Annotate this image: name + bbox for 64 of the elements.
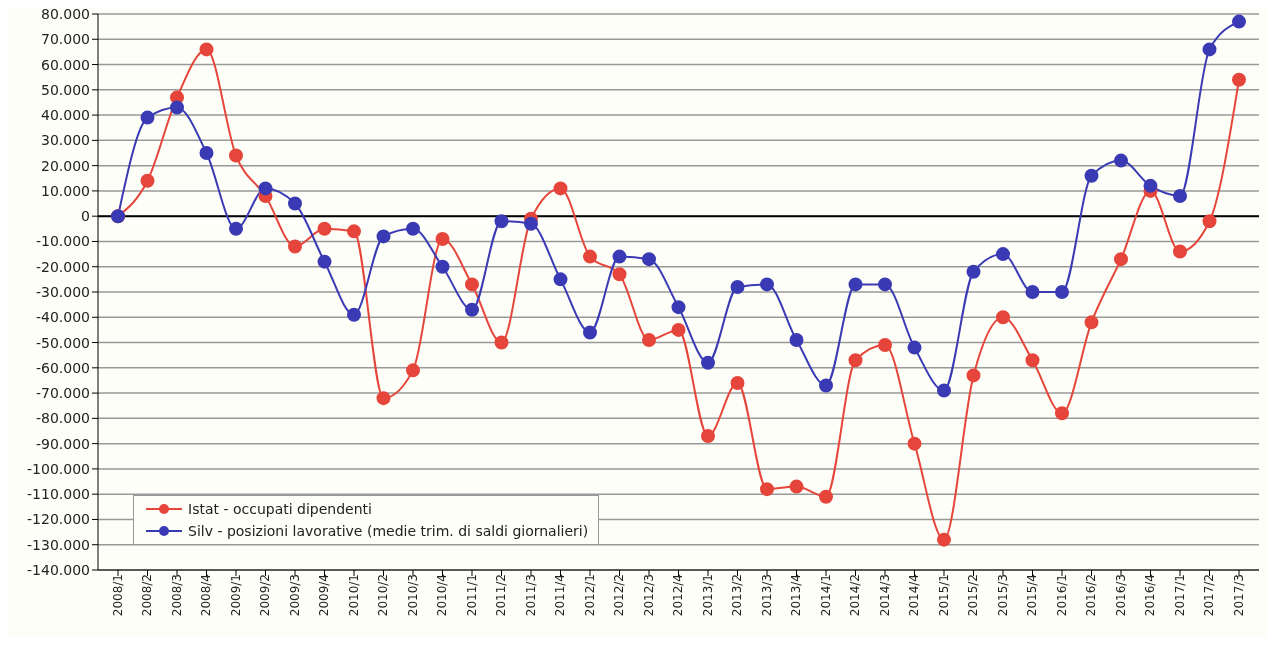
x-tick-label: 2012/1 [582, 574, 597, 617]
legend-label: Silv - posizioni lavorative (medie trim. di saldi giornalieri) [188, 523, 589, 539]
x-tick-label: 2014/2 [848, 574, 863, 617]
x-tick-label: 2010/1 [346, 574, 361, 617]
x-tick-label: 2015/2 [966, 574, 981, 617]
y-tick-label: -80.000 [35, 410, 90, 427]
x-tick-label: 2017/1 [1172, 574, 1187, 617]
x-tick-label: 2013/3 [759, 574, 774, 617]
y-tick-label: -40.000 [35, 309, 90, 326]
x-tick-label: 2010/4 [435, 574, 450, 617]
x-tick-label: 2008/2 [140, 574, 155, 617]
x-tick-label: 2010/3 [405, 574, 420, 617]
x-tick-label: 2016/4 [1143, 574, 1158, 617]
y-tick-label: 0 [81, 208, 90, 225]
x-tick-label: 2011/4 [553, 574, 568, 617]
x-tick-label: 2013/4 [789, 574, 804, 617]
y-tick-label: 50.000 [41, 81, 90, 98]
x-tick-label: 2017/3 [1231, 574, 1246, 617]
x-tick-label: 2013/2 [730, 574, 745, 617]
y-tick-label: -50.000 [35, 334, 90, 351]
y-tick-label: -10.000 [35, 233, 90, 250]
x-tick-label: 2014/3 [877, 574, 892, 617]
x-tick-label: 2015/4 [1025, 574, 1040, 617]
x-tick-label: 2009/4 [317, 574, 332, 617]
y-tick-label: 80.000 [41, 5, 90, 22]
y-tick-label: -120.000 [27, 511, 90, 528]
y-tick-label: -60.000 [35, 359, 90, 376]
x-tick-label: 2009/3 [287, 574, 302, 617]
y-tick-label: -110.000 [27, 486, 90, 503]
x-tick-label: 2014/4 [907, 574, 922, 617]
x-tick-label: 2012/3 [641, 574, 656, 617]
y-tick-label: 60.000 [41, 56, 90, 73]
x-tick-label: 2012/2 [612, 574, 627, 617]
x-tick-label: 2008/4 [199, 574, 214, 617]
x-tick-label: 2016/2 [1084, 574, 1099, 617]
x-tick-label: 2011/1 [464, 574, 479, 617]
x-tick-label: 2009/2 [258, 574, 273, 617]
x-tick-label: 2008/1 [110, 574, 125, 617]
x-tick-label: 2010/2 [376, 574, 391, 617]
x-tick-label: 2008/3 [169, 574, 184, 617]
x-tick-label: 2009/1 [228, 574, 243, 617]
x-tick-label: 2011/2 [494, 574, 509, 617]
y-tick-label: -90.000 [35, 435, 90, 452]
y-tick-label: 30.000 [41, 132, 90, 149]
x-tick-label: 2013/1 [700, 574, 715, 617]
y-tick-label: 40.000 [41, 107, 90, 124]
legend-label: Istat - occupati dipendenti [188, 501, 372, 517]
y-tick-label: -130.000 [27, 536, 90, 553]
x-tick-label: 2012/4 [671, 574, 686, 617]
y-tick-label: -30.000 [35, 283, 90, 300]
x-tick-label: 2014/1 [818, 574, 833, 617]
x-tick-label: 2016/3 [1113, 574, 1128, 617]
x-tick-label: 2015/1 [936, 574, 951, 617]
y-tick-label: -100.000 [27, 460, 90, 477]
x-tick-label: 2016/1 [1054, 574, 1069, 617]
y-tick-label: -20.000 [35, 258, 90, 275]
y-tick-label: 20.000 [41, 157, 90, 174]
y-tick-label: -140.000 [27, 561, 90, 578]
x-tick-label: 2015/3 [995, 574, 1010, 617]
x-tick-label: 2011/3 [523, 574, 538, 617]
y-tick-label: 10.000 [41, 182, 90, 199]
x-tick-label: 2017/2 [1202, 574, 1217, 617]
y-tick-label: -70.000 [35, 385, 90, 402]
y-tick-label: 70.000 [41, 31, 90, 48]
